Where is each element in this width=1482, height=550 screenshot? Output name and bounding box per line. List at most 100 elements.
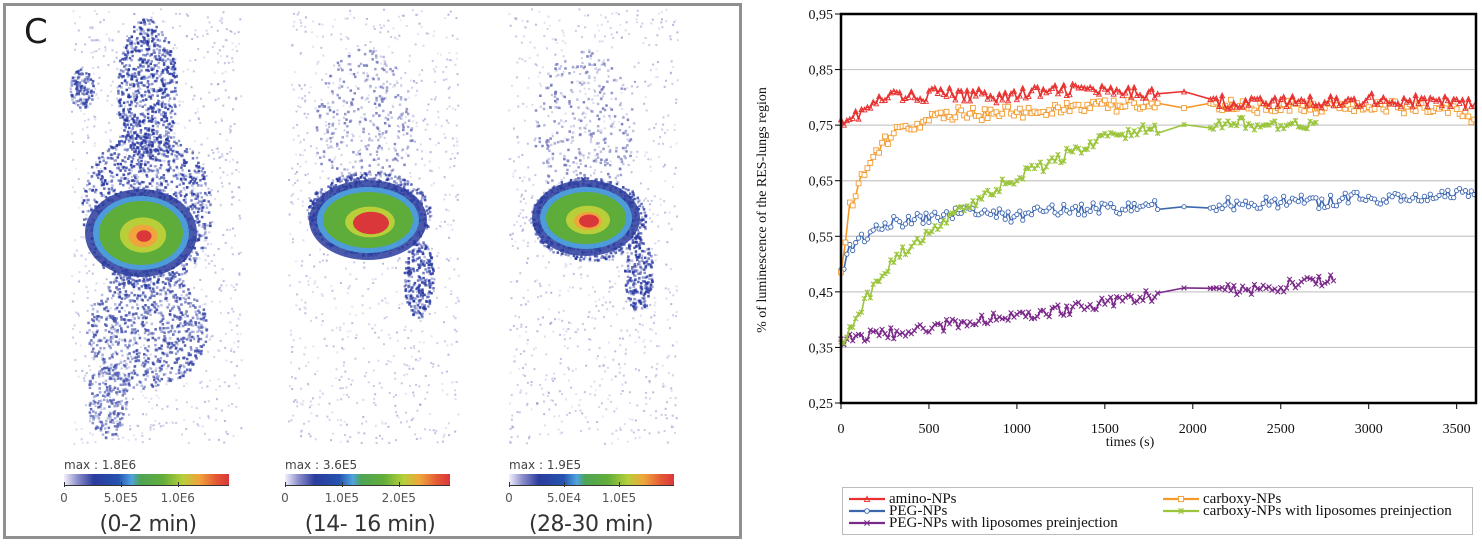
series-line	[840, 116, 1317, 345]
data-point	[1275, 289, 1281, 295]
data-point	[896, 89, 903, 96]
data-point	[1025, 309, 1032, 315]
data-point	[1075, 211, 1082, 217]
data-point	[961, 318, 967, 325]
data-point	[1327, 92, 1334, 99]
data-point	[1110, 97, 1117, 104]
data-point	[1014, 211, 1020, 218]
data-point	[1128, 132, 1135, 139]
data-point	[1081, 108, 1088, 114]
mouse-signal	[69, 8, 243, 445]
data-point	[1412, 108, 1419, 115]
data-point	[1063, 100, 1070, 106]
data-point	[882, 133, 888, 140]
data-point	[1110, 90, 1117, 97]
data-point	[1055, 151, 1061, 158]
legend-item-carboxy-nps: carboxy-NPs	[1161, 492, 1281, 507]
data-point	[999, 176, 1006, 182]
data-point	[958, 203, 964, 210]
colorbar-tick	[341, 482, 343, 487]
data-point	[1400, 94, 1408, 101]
data-point	[964, 203, 970, 209]
x-tick-label: 3000	[1355, 422, 1383, 437]
data-point	[1321, 98, 1328, 105]
data-point	[993, 98, 1000, 106]
data-point	[1263, 106, 1269, 113]
data-point	[1055, 104, 1061, 111]
data-point	[1216, 285, 1222, 292]
data-point	[1139, 94, 1147, 101]
data-point	[1315, 101, 1322, 108]
data-point	[899, 244, 906, 250]
data-point	[1257, 94, 1264, 101]
data-point	[1462, 104, 1469, 111]
data-point	[1219, 125, 1225, 131]
data-point	[1260, 100, 1267, 107]
colorbar-axis	[285, 482, 450, 492]
data-point	[1465, 113, 1472, 120]
data-point	[1342, 105, 1349, 112]
data-point	[1180, 88, 1188, 95]
data-point	[1254, 110, 1261, 116]
data-point	[1275, 205, 1281, 211]
data-point	[1318, 104, 1325, 111]
data-point	[969, 87, 977, 94]
data-point	[1131, 100, 1138, 107]
data-point	[1275, 126, 1281, 133]
data-point	[981, 88, 988, 96]
data-point	[1281, 193, 1287, 199]
data-point	[1435, 95, 1443, 103]
data-point	[887, 134, 894, 141]
time-label-2: (28-30 min)	[528, 512, 654, 537]
y-tick-label: 0,85	[809, 64, 834, 79]
data-point	[1107, 101, 1114, 108]
colorbar-tick-label: 5.0E5	[103, 491, 139, 505]
data-point	[1269, 287, 1275, 294]
data-point	[1398, 198, 1404, 204]
data-point	[1266, 202, 1272, 208]
legend-item-peg-nps-liposomes: PEG-NPs with liposomes preinjection	[847, 516, 1118, 531]
colorbar-gradient	[285, 474, 450, 485]
data-point	[890, 335, 897, 342]
data-point	[1095, 90, 1103, 97]
data-point	[1265, 102, 1273, 110]
data-point	[926, 230, 932, 237]
data-point	[1228, 203, 1234, 209]
data-point	[1005, 317, 1011, 324]
data-point	[911, 239, 918, 246]
data-point	[1028, 211, 1035, 218]
data-point	[926, 329, 932, 335]
data-point	[1230, 99, 1237, 106]
data-point	[1263, 285, 1269, 292]
data-point	[852, 315, 859, 322]
data-point	[1242, 198, 1249, 204]
data-point	[1148, 100, 1155, 107]
data-point	[1377, 201, 1384, 207]
data-point	[863, 495, 871, 503]
data-point	[1327, 272, 1334, 278]
data-point	[1128, 293, 1135, 300]
data-point	[1140, 297, 1146, 304]
data-point	[1072, 300, 1079, 307]
data-point	[891, 213, 897, 220]
data-point	[1231, 282, 1237, 289]
data-point	[911, 216, 917, 223]
data-point	[987, 211, 994, 218]
data-point	[876, 278, 882, 285]
data-point	[1339, 101, 1346, 108]
data-point	[1278, 199, 1284, 206]
data-point	[846, 199, 853, 206]
data-point	[1105, 204, 1111, 210]
data-point	[1058, 311, 1064, 317]
data-point	[1462, 188, 1469, 194]
data-point	[1131, 83, 1138, 91]
data-point	[1389, 98, 1396, 105]
data-point	[1409, 103, 1416, 110]
data-point	[934, 89, 941, 96]
data-point	[1058, 209, 1064, 216]
data-point	[940, 328, 947, 334]
data-point	[1445, 187, 1451, 193]
colorbar-axis	[64, 482, 229, 492]
y-tick-label: 0,35	[809, 341, 834, 356]
data-point	[1442, 105, 1448, 112]
